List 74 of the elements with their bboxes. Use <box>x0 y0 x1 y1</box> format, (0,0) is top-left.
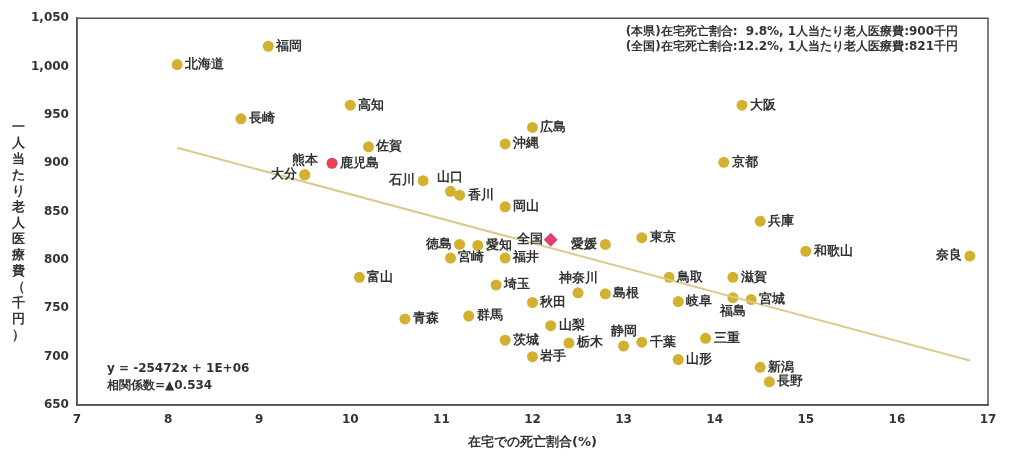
y-tick-label: 1,050 <box>30 10 69 25</box>
data-label: 大阪 <box>750 96 778 112</box>
data-label: 高知 <box>358 96 385 112</box>
data-label: 新潟 <box>767 358 795 374</box>
y-tick-label: 750 <box>43 300 69 315</box>
annotation: (本県)在宅死亡割合: 9.8%, 1人当たり老人医療費:900千円 <box>625 24 959 39</box>
data-label: 宮崎 <box>458 249 485 265</box>
y-tick-label: 650 <box>43 397 69 412</box>
data-label: 青森 <box>411 310 440 326</box>
x-tick-label: 17 <box>979 412 997 427</box>
data-label: 宮城 <box>759 290 786 306</box>
data-label: 香川 <box>466 186 494 202</box>
data-label: 石川 <box>388 172 416 188</box>
x-tick-label: 12 <box>524 412 541 427</box>
data-label: 島根 <box>613 285 641 301</box>
y-tick-label: 800 <box>43 252 69 267</box>
data-label: 茨城 <box>512 331 540 347</box>
data-label: 岡山 <box>513 198 540 214</box>
x-tick-label: 13 <box>615 412 632 427</box>
data-label: 東京 <box>648 229 676 245</box>
data-label: 熊本 <box>291 152 319 168</box>
data-label: 岐阜 <box>686 292 713 308</box>
data-label: 千葉 <box>648 333 676 349</box>
text: 一人当たり老人医療費（千円） <box>11 119 25 342</box>
data-label: 栃木 <box>575 334 604 350</box>
y-tick-label: 1,000 <box>30 58 69 73</box>
y-tick-label: 850 <box>43 203 69 218</box>
x-axis-title: 在宅での死亡割合(%) <box>467 433 597 449</box>
x-tick-label: 16 <box>888 412 906 427</box>
y-tick-label: 900 <box>43 155 69 170</box>
data-label: 滋賀 <box>739 268 767 284</box>
annotation: 相関係数=▲0.534 <box>105 378 213 393</box>
x-tick-label: 11 <box>433 412 450 427</box>
data-label: 奈良 <box>934 247 962 263</box>
data-label: 神奈川 <box>557 270 598 286</box>
data-label: 全国 <box>515 231 543 247</box>
data-label: 沖縄 <box>512 135 540 151</box>
annotation: (全国)在宅死亡割合:12.2%, 1人当たり老人医療費:821千円 <box>625 39 959 54</box>
data-label: 山梨 <box>558 317 585 333</box>
data-label: 埼玉 <box>503 276 531 292</box>
data-label: 鳥取 <box>676 268 705 284</box>
data-label: 愛媛 <box>571 235 598 251</box>
data-label: 群馬 <box>475 307 503 323</box>
data-label: 広島 <box>539 118 567 134</box>
data-label: 徳島 <box>424 235 452 251</box>
annotation: y = -25472x + 1E+06 <box>106 361 250 376</box>
data-label: 岩手 <box>539 348 567 364</box>
data-label: 秋田 <box>539 293 567 309</box>
data-label: 山口 <box>437 168 464 184</box>
data-label: 静岡 <box>609 323 637 339</box>
x-tick-label: 9 <box>254 412 264 427</box>
data-label: 福島 <box>718 303 746 319</box>
data-label: 三重 <box>713 329 740 345</box>
data-label: 和歌山 <box>812 242 853 258</box>
x-tick-label: 14 <box>706 412 724 427</box>
data-label: 富山 <box>367 268 394 284</box>
x-tick-label: 15 <box>797 412 815 427</box>
x-tick-label: 7 <box>72 412 82 427</box>
data-label: 福岡 <box>275 37 303 53</box>
data-label: 北海道 <box>184 55 226 71</box>
x-tick-label: 10 <box>341 412 359 427</box>
data-label: 長崎 <box>247 110 275 126</box>
data-label: 京都 <box>730 153 758 169</box>
x-tick-label: 8 <box>163 412 173 427</box>
data-label: 福井 <box>512 249 540 265</box>
data-label: 愛知 <box>485 236 512 252</box>
data-label: 長野 <box>776 373 804 389</box>
data-label: 佐賀 <box>375 138 403 154</box>
data-label: 大分 <box>270 166 298 182</box>
data-label: 山形 <box>686 350 713 366</box>
data-label: 兵庫 <box>767 212 795 228</box>
y-tick-label: 950 <box>43 107 69 122</box>
y-tick-label: 700 <box>43 348 69 363</box>
data-label: 鹿児島 <box>339 154 380 170</box>
